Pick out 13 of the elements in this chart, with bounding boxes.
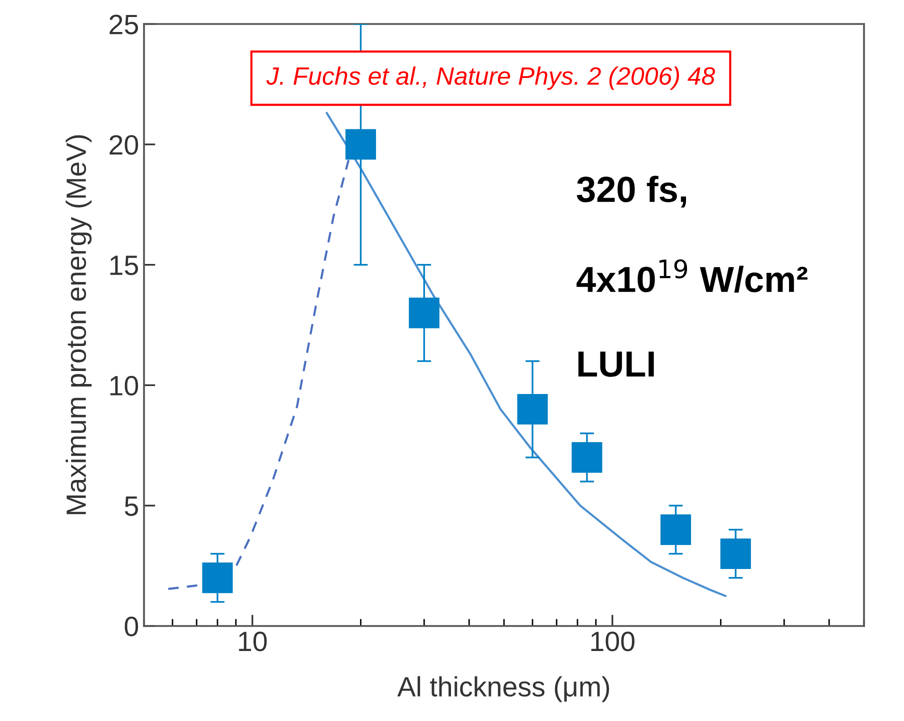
y-tick-label: 10	[110, 376, 138, 396]
x-tick-label: 100	[591, 632, 634, 652]
x-axis-title: Al thickness (μm)	[397, 676, 610, 702]
y-tick-label: 0	[124, 616, 138, 636]
annotation: J. Fuchs et al., Nature Phys. 2 (2006) 48	[266, 66, 716, 90]
annotation: 4x10$^{19}$ W/cm²	[576, 259, 808, 293]
y-tick-label: 20	[110, 135, 138, 155]
y-tick-label: 25	[110, 14, 138, 34]
annotation: LULI	[578, 352, 654, 377]
annotation: 320 fs,	[576, 176, 686, 208]
y-tick-label: 5	[124, 496, 138, 516]
y-axis-title: Maximum proton energy (MeV)	[66, 135, 92, 514]
y-tick-label: 15	[110, 256, 138, 276]
